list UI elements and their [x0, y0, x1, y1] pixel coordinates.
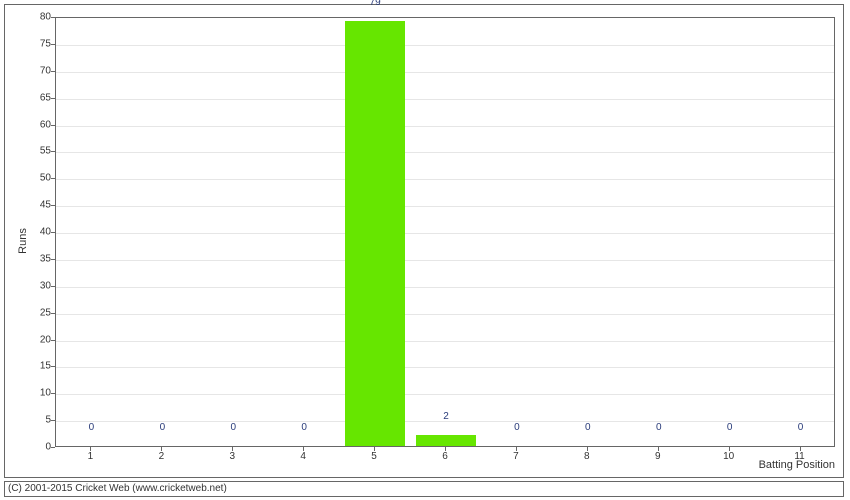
bar-value-label: 0 — [160, 422, 166, 433]
y-tick-label: 80 — [40, 12, 51, 23]
bar — [345, 21, 405, 446]
grid-line — [56, 233, 834, 234]
y-tick-mark — [51, 125, 55, 126]
plot-inner: 000079200000 — [55, 17, 835, 447]
x-tick-label: 7 — [513, 451, 519, 462]
y-tick-mark — [51, 151, 55, 152]
y-tick-label: 70 — [40, 65, 51, 76]
y-tick-label: 50 — [40, 173, 51, 184]
bar-value-label: 0 — [585, 422, 591, 433]
y-tick-label: 15 — [40, 361, 51, 372]
grid-line — [56, 341, 834, 342]
y-tick-mark — [51, 366, 55, 367]
x-tick-label: 2 — [159, 451, 165, 462]
y-tick-mark — [51, 205, 55, 206]
bar-value-label: 0 — [727, 422, 733, 433]
y-tick-label: 45 — [40, 200, 51, 211]
x-tick-label: 6 — [442, 451, 448, 462]
grid-line — [56, 72, 834, 73]
grid-line — [56, 179, 834, 180]
x-tick-label: 10 — [723, 451, 734, 462]
y-tick-label: 35 — [40, 253, 51, 264]
plot-area: 000079200000 051015202530354045505560657… — [55, 17, 835, 447]
bar-value-label: 0 — [514, 422, 520, 433]
copyright-text: (C) 2001-2015 Cricket Web (www.cricketwe… — [8, 483, 227, 494]
y-tick-label: 75 — [40, 38, 51, 49]
bar-value-label: 79 — [370, 0, 381, 8]
grid-line — [56, 152, 834, 153]
x-axis-title: Batting Position — [759, 459, 835, 471]
y-tick-mark — [51, 98, 55, 99]
bar-value-label: 0 — [656, 422, 662, 433]
bar-value-label: 0 — [89, 422, 95, 433]
y-tick-label: 20 — [40, 334, 51, 345]
grid-line — [56, 394, 834, 395]
y-tick-mark — [51, 447, 55, 448]
x-tick-label: 1 — [88, 451, 94, 462]
x-tick-label: 9 — [655, 451, 661, 462]
x-tick-label: 3 — [229, 451, 235, 462]
y-tick-mark — [51, 393, 55, 394]
y-tick-mark — [51, 313, 55, 314]
y-tick-mark — [51, 259, 55, 260]
y-tick-mark — [51, 232, 55, 233]
grid-line — [56, 287, 834, 288]
bar-value-label: 2 — [443, 411, 449, 422]
y-tick-label: 10 — [40, 388, 51, 399]
x-tick-label: 5 — [371, 451, 377, 462]
y-tick-mark — [51, 420, 55, 421]
bar-value-label: 0 — [301, 422, 307, 433]
y-tick-label: 65 — [40, 92, 51, 103]
grid-line — [56, 126, 834, 127]
y-tick-mark — [51, 340, 55, 341]
bar-value-label: 0 — [230, 422, 236, 433]
grid-line — [56, 260, 834, 261]
y-tick-mark — [51, 286, 55, 287]
copyright-bar: (C) 2001-2015 Cricket Web (www.cricketwe… — [4, 481, 844, 497]
grid-line — [56, 206, 834, 207]
y-tick-label: 30 — [40, 280, 51, 291]
chart-frame: 000079200000 051015202530354045505560657… — [4, 4, 844, 478]
y-tick-mark — [51, 17, 55, 18]
y-tick-mark — [51, 178, 55, 179]
y-tick-label: 55 — [40, 146, 51, 157]
grid-line — [56, 314, 834, 315]
grid-line — [56, 99, 834, 100]
y-axis-title: Runs — [17, 228, 29, 254]
x-tick-label: 8 — [584, 451, 590, 462]
bar — [416, 435, 476, 446]
grid-line — [56, 45, 834, 46]
y-tick-mark — [51, 71, 55, 72]
y-tick-label: 60 — [40, 119, 51, 130]
x-tick-label: 4 — [300, 451, 306, 462]
bar-value-label: 0 — [798, 422, 804, 433]
grid-line — [56, 367, 834, 368]
y-tick-label: 40 — [40, 227, 51, 238]
y-tick-label: 25 — [40, 307, 51, 318]
y-tick-mark — [51, 44, 55, 45]
